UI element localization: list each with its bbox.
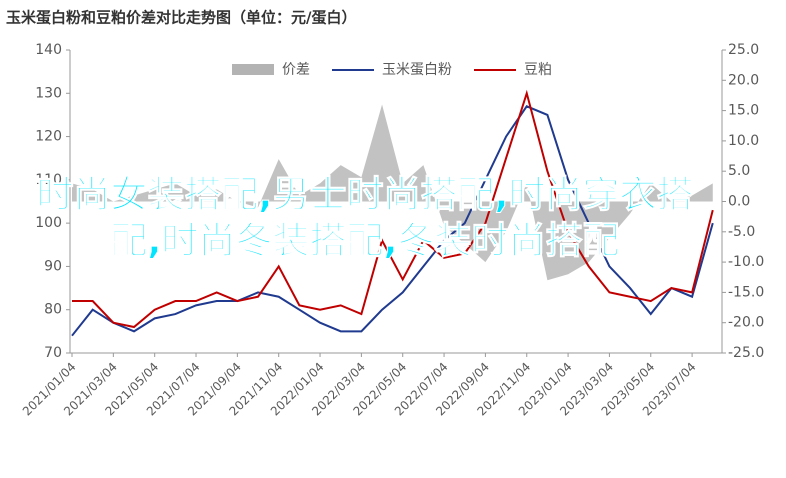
y-tick-label: 120 [35,129,62,145]
y2-tick-label: 10.0 [728,133,759,149]
line [71,105,714,337]
y-tick-label: 140 [35,42,62,58]
overlay-text: 时尚女装搭配,男士时尚搭配,时尚穿衣搭配,时尚冬装搭配,冬装时尚搭配 [36,173,694,263]
y-tick-label: 130 [35,85,62,101]
y2-tick-label: -15.0 [728,284,764,300]
legend-label: 豆粕 [524,62,552,78]
y2-tick-label: -25.0 [728,345,764,361]
y2-tick-label: -5.0 [728,224,755,240]
y-tick-label: 110 [35,172,62,188]
y2-tick-label: -20.0 [728,315,764,331]
y2-tick-label: 5.0 [728,163,750,179]
line [72,89,714,329]
y-tick-label: 80 [44,302,62,318]
legend-label: 玉米蛋白粉 [382,62,452,78]
legend-label: 价差 [282,62,310,78]
legend-swatch [232,64,274,75]
y2-tick-label: 0.0 [728,194,750,210]
chart-title: 玉米蛋白粉和豆粕价差对比走势图（单位：元/蛋白） [6,9,356,27]
y-tick-label: 90 [44,258,62,274]
y2-tick-label: 25.0 [728,42,759,58]
y2-tick-label: 15.0 [728,103,759,119]
y-tick-label: 70 [44,345,62,361]
y2-tick-label: 20.0 [728,72,759,88]
area [72,104,713,281]
y2-tick-label: -10.0 [728,254,764,270]
y-tick-label: 100 [35,215,62,231]
